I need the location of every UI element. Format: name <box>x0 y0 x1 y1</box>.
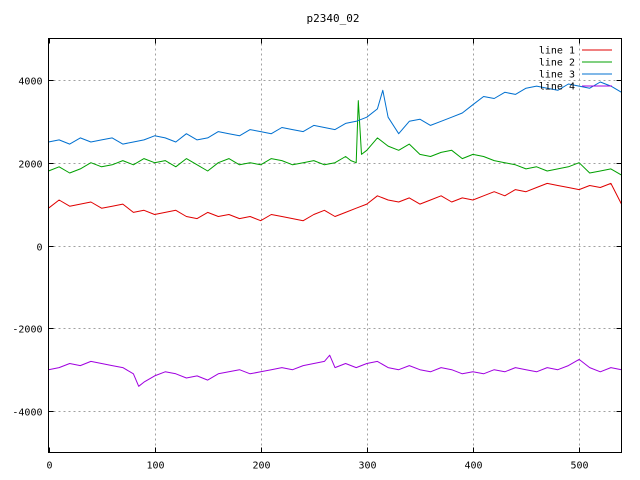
y-tick-label: -2000 <box>12 325 42 336</box>
x-tick-label: 500 <box>570 461 588 472</box>
y-tick-label: 2000 <box>18 160 42 171</box>
x-tick-label: 200 <box>252 461 270 472</box>
plot-frame <box>48 38 622 453</box>
x-tick-label: 0 <box>46 461 52 472</box>
axis-ticks: 0 100 200 300 400 500 -4000 -2000 0 2000 4000 <box>12 38 622 472</box>
legend-label: line 4 <box>539 82 575 93</box>
y-tick-label: 4000 <box>18 77 42 88</box>
series-line-4 <box>48 354 622 387</box>
series-line-3 <box>48 81 622 145</box>
chart-title: p2340_02 <box>307 12 360 25</box>
grid <box>48 38 622 453</box>
legend-label: line 3 <box>539 70 575 81</box>
series-lines <box>48 81 622 387</box>
y-tick-label: -4000 <box>12 408 42 419</box>
series-line-1 <box>48 182 622 222</box>
legend-label: line 2 <box>539 58 575 69</box>
x-tick-label: 300 <box>358 461 376 472</box>
series-line-2 <box>48 100 622 176</box>
x-tick-label: 100 <box>146 461 164 472</box>
y-tick-label: 0 <box>36 243 42 254</box>
x-tick-label: 400 <box>464 461 482 472</box>
legend-label: line 1 <box>539 46 575 57</box>
